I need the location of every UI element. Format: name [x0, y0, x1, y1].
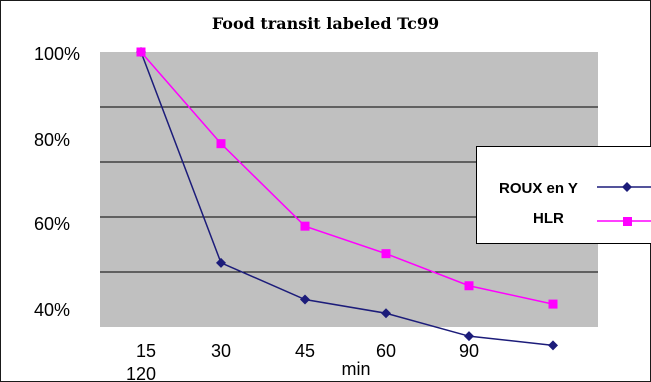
data-point-hlr	[381, 249, 391, 259]
x-tick-label: 60	[376, 341, 396, 361]
x-axis-label: min	[341, 359, 370, 379]
data-point-roux	[300, 294, 310, 305]
data-point-roux	[381, 308, 391, 319]
legend-label-hlr: HLR	[533, 210, 564, 227]
x-tick-label: 15	[136, 341, 156, 361]
legend-marker-roux	[622, 182, 632, 192]
x-tick-label: 45	[295, 341, 315, 361]
series-line-roux	[140, 51, 554, 347]
data-point-roux	[548, 340, 558, 351]
legend: ROUX en Y HLR	[476, 146, 651, 244]
data-point-hlr	[464, 281, 474, 291]
y-tick-label: 80%	[34, 130, 70, 150]
data-point-hlr	[300, 221, 310, 231]
x-tick-label: 30	[211, 341, 231, 361]
x-tick-label: 90	[459, 341, 479, 361]
y-tick-label: 60%	[34, 214, 70, 234]
data-point-roux	[464, 331, 474, 342]
chart-title: Food transit labeled Tc99	[211, 14, 440, 33]
data-point-roux	[216, 257, 226, 268]
y-tick-label: 100%	[34, 44, 80, 64]
y-tick-label: 40%	[34, 300, 70, 320]
legend-label-roux: ROUX en Y	[499, 180, 578, 197]
x-tick-label: 120	[126, 364, 156, 382]
data-point-hlr	[548, 299, 558, 309]
data-point-hlr	[216, 139, 226, 149]
data-point-hlr	[136, 47, 146, 57]
legend-marker-hlr	[623, 217, 632, 226]
series-line-hlr	[140, 51, 554, 305]
